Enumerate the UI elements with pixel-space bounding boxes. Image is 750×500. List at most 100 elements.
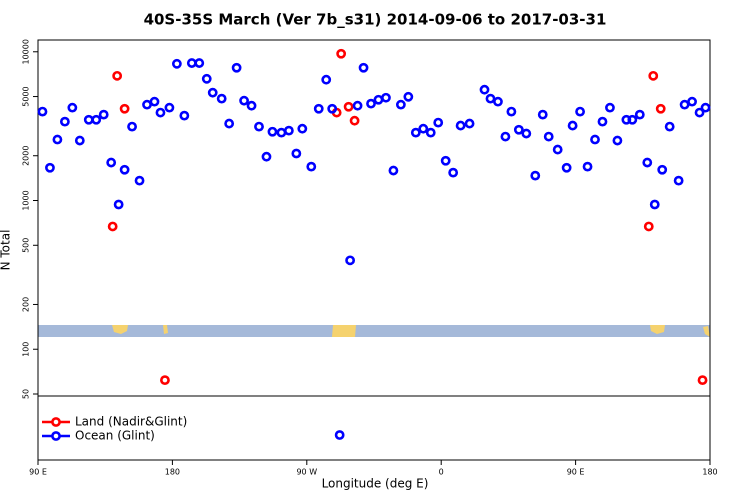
data-point xyxy=(403,91,414,102)
data-point xyxy=(418,123,429,134)
data-point xyxy=(381,92,391,103)
data-point xyxy=(345,255,356,266)
data-point xyxy=(52,134,63,145)
data-point xyxy=(336,48,347,59)
legend-marker xyxy=(51,417,61,427)
data-point xyxy=(440,155,451,166)
data-point xyxy=(74,135,85,146)
data-point xyxy=(687,96,697,107)
data-point xyxy=(67,102,78,113)
data-point xyxy=(186,58,197,68)
data-point xyxy=(543,131,554,142)
data-point xyxy=(642,157,653,168)
data-point xyxy=(239,95,249,106)
data-point xyxy=(506,106,517,117)
data-point xyxy=(246,100,257,111)
data-point xyxy=(448,167,459,178)
legend-marker xyxy=(51,431,61,441)
x-tick-label: 90 E xyxy=(567,468,585,477)
data-point xyxy=(605,102,615,113)
data-point xyxy=(127,121,137,132)
chart-title: 40S-35S March (Ver 7b_s31) 2014-09-06 to… xyxy=(144,11,607,29)
data-point xyxy=(45,162,55,173)
data-point xyxy=(231,62,242,73)
y-tick-label: 500 xyxy=(22,238,31,253)
data-point xyxy=(179,110,190,121)
x-tick-label: 180 xyxy=(702,468,717,477)
data-point xyxy=(297,123,308,134)
data-point xyxy=(321,74,332,85)
data-point xyxy=(479,84,490,95)
data-point xyxy=(37,106,48,117)
data-point xyxy=(261,151,272,162)
x-axis-label: Longitude (deg E) xyxy=(322,477,429,491)
map-strip xyxy=(38,325,710,337)
data-point xyxy=(700,102,711,113)
data-point xyxy=(395,99,406,110)
data-point xyxy=(627,114,638,125)
data-point xyxy=(106,157,117,168)
data-point xyxy=(425,127,436,138)
data-point xyxy=(485,93,496,104)
data-point xyxy=(455,120,466,131)
data-point xyxy=(513,124,524,135)
data-point xyxy=(612,135,623,146)
data-point xyxy=(171,58,182,69)
data-point xyxy=(343,101,354,112)
data-point xyxy=(521,128,532,139)
data-point xyxy=(334,430,345,440)
data-point xyxy=(567,120,578,131)
data-point xyxy=(327,103,338,114)
data-point xyxy=(655,103,666,114)
data-point xyxy=(493,96,503,107)
data-point xyxy=(276,127,287,138)
data-point xyxy=(552,144,563,155)
data-point xyxy=(352,100,363,111)
data-point xyxy=(112,70,123,81)
data-point xyxy=(107,221,118,232)
data-point xyxy=(530,170,541,181)
data-point xyxy=(657,164,668,175)
data-point xyxy=(254,121,264,132)
data-point xyxy=(134,175,145,186)
x-tick-label: 90 W xyxy=(296,468,317,477)
data-point xyxy=(410,127,421,138)
data-point xyxy=(694,107,705,118)
data-point xyxy=(83,114,94,125)
data-point xyxy=(643,221,654,232)
data-point xyxy=(194,58,205,68)
data-point xyxy=(679,99,690,110)
data-point xyxy=(313,103,324,114)
data-point xyxy=(98,109,109,120)
data-point xyxy=(306,161,317,172)
data-point xyxy=(649,199,660,210)
data-point xyxy=(283,125,294,136)
data-point xyxy=(142,99,152,110)
data-point xyxy=(575,106,585,117)
data-point xyxy=(358,62,369,73)
data-point xyxy=(697,375,708,386)
legend-label: Land (Nadir&Glint) xyxy=(75,415,187,429)
data-point xyxy=(201,73,212,84)
y-tick-label: 1000 xyxy=(22,190,31,210)
x-tick-label: 180 xyxy=(165,468,180,477)
data-point xyxy=(388,165,399,176)
data-point xyxy=(113,199,124,210)
data-point xyxy=(664,121,675,132)
data-point xyxy=(634,109,645,120)
data-point xyxy=(119,103,130,114)
data-point xyxy=(164,102,175,113)
data-point xyxy=(500,131,511,142)
data-point xyxy=(119,164,130,175)
data-point xyxy=(155,107,166,118)
data-point xyxy=(149,96,160,107)
data-point xyxy=(216,93,227,104)
y-tick-label: 100 xyxy=(22,342,31,357)
y-tick-label: 200 xyxy=(22,297,31,312)
data-point xyxy=(160,375,170,386)
data-point xyxy=(590,134,600,145)
data-point xyxy=(464,118,475,129)
data-point xyxy=(433,117,444,128)
data-point xyxy=(561,162,572,173)
